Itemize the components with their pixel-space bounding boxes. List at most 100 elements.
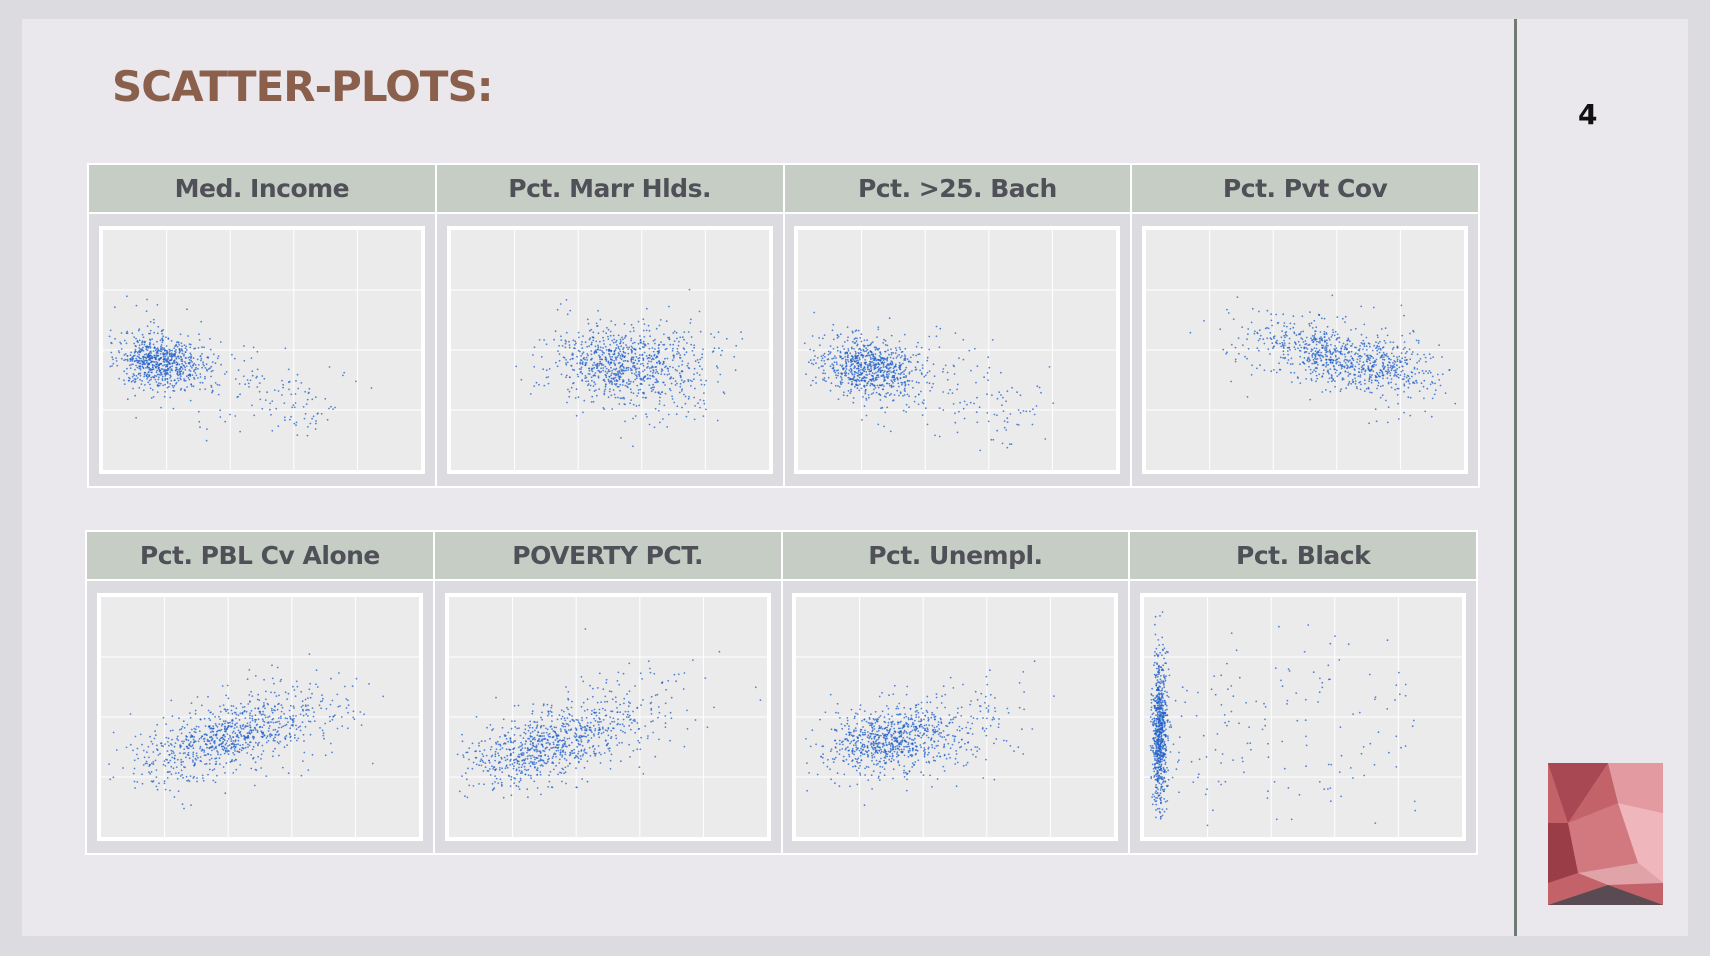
dot [996,414,999,417]
dot [822,357,824,360]
dot [545,343,548,346]
dot [277,425,280,428]
dot [815,376,818,379]
dot [331,699,334,702]
dot [174,349,177,351]
dot [602,379,605,382]
dot [202,779,205,782]
dot [590,367,593,370]
dot [879,356,882,358]
dot [1311,339,1314,342]
dot [1357,375,1360,378]
dot [225,694,227,697]
dot [1304,369,1307,371]
panel-body [1132,214,1478,486]
dot [211,737,214,740]
dot [1331,294,1334,297]
dot [886,373,889,376]
dot [641,357,644,360]
dot [150,371,153,374]
dot [853,360,856,363]
dot [304,412,307,415]
dot [282,725,284,728]
dot [138,362,141,365]
dot [304,698,307,701]
dot [165,364,168,366]
dot [134,348,137,351]
dot [586,384,589,387]
dot [1404,352,1407,355]
dot [630,337,632,340]
dot [210,384,212,387]
dot [645,307,648,310]
dot [345,707,348,709]
dot [1421,369,1424,372]
dot [264,399,267,401]
dot [235,768,238,771]
dot [958,357,961,359]
dot [575,388,578,391]
dot [193,775,195,778]
dot [533,738,536,741]
dot [598,340,601,343]
dot [228,744,231,746]
dot [629,330,631,333]
dot [475,715,478,718]
dot [618,403,620,405]
dot [619,338,622,341]
dot [570,353,573,356]
dot [604,729,607,731]
dot [564,741,566,743]
dot [1358,371,1361,374]
dot [144,359,147,362]
dot [672,357,675,359]
dot [159,357,162,360]
dot [1025,410,1028,413]
dot [583,364,586,367]
panel-header: Med. Income [89,165,435,212]
dot [252,745,255,748]
dot [520,770,523,773]
dot [630,345,633,348]
dot [168,753,171,756]
dot [1282,313,1285,316]
dot [633,373,636,375]
dot [942,370,945,373]
dot [662,360,665,363]
dot [1363,343,1366,346]
dot [1350,329,1353,331]
dot [1408,348,1411,351]
dot [156,363,159,366]
dot [309,720,312,723]
dot [498,743,501,746]
dot [851,372,854,374]
dot [1413,368,1416,370]
dot [702,399,705,402]
dot [610,369,613,372]
dot [657,391,660,394]
dot [1319,340,1322,342]
dot [914,395,917,398]
dot [1376,380,1379,382]
dot [1379,356,1382,359]
dot [259,398,262,401]
dot [300,382,303,384]
dot [852,340,855,343]
dot [194,728,197,731]
dot [169,729,172,732]
dot [1321,344,1323,347]
dot [118,351,121,354]
dot [1362,361,1365,364]
dot [1434,382,1437,385]
dot [876,384,879,387]
dot [856,355,859,358]
dot [669,711,672,714]
dot [927,356,929,359]
dot [1263,369,1266,372]
dot [233,711,236,714]
panel-header: Pct. PBL Cv Alone [87,532,433,579]
dot [1392,341,1395,344]
dot [571,752,574,755]
dot [864,379,867,382]
dot [632,749,634,752]
